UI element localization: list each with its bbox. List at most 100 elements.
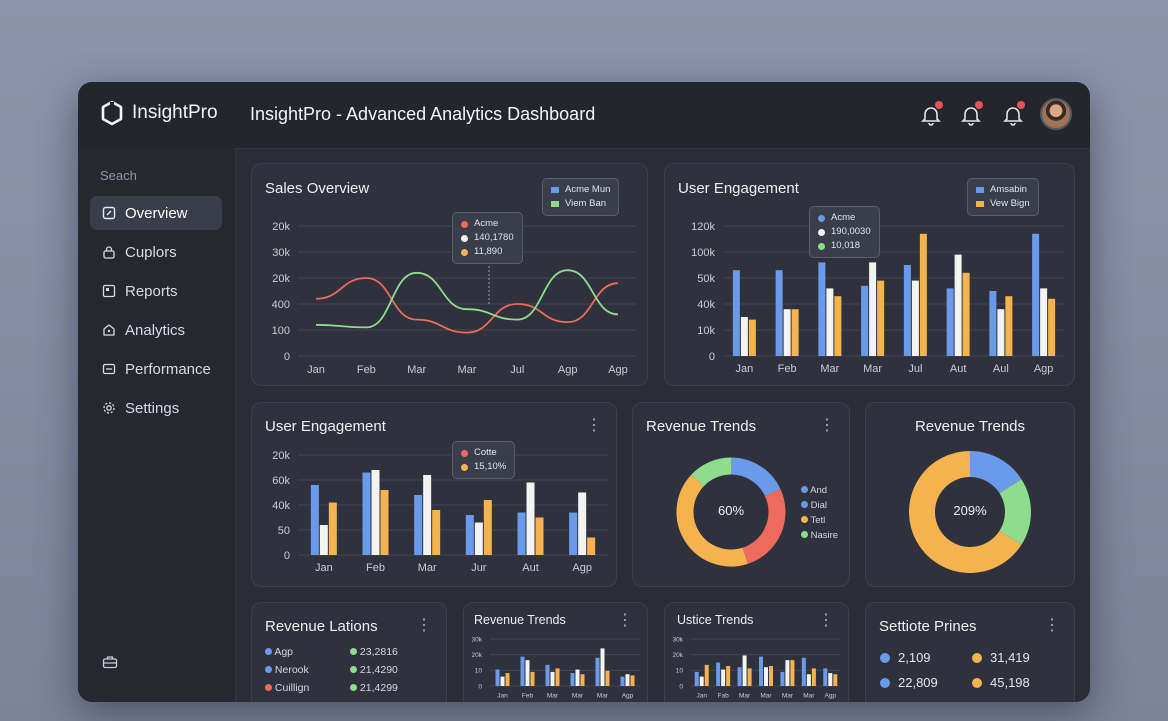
user-engagement-top-chart[interactable]: 0 10k 40k 50k 100k 120k Jan Feb Mar Mar Jul Aut Aul A… bbox=[665, 186, 1074, 386]
bar-orange bbox=[919, 233, 927, 356]
y-tick-label: 50 bbox=[278, 525, 290, 537]
lock-icon bbox=[103, 246, 115, 259]
stat-dot bbox=[972, 677, 982, 688]
tooltip-dot bbox=[461, 463, 468, 471]
logo[interactable]: InsightPro bbox=[100, 100, 218, 126]
gear-icon bbox=[103, 402, 115, 414]
bell-icon bbox=[961, 107, 981, 126]
sidebar-item-performance[interactable]: Performance bbox=[90, 352, 222, 386]
bar-white bbox=[500, 676, 505, 686]
legend-entry: Acme Mun bbox=[565, 184, 611, 195]
logo-text: InsightPro bbox=[132, 102, 218, 123]
sidebar-item-reports[interactable]: Reports bbox=[90, 274, 222, 308]
bar-white bbox=[550, 671, 555, 686]
more-options-icon[interactable]: ⋮ bbox=[1044, 617, 1060, 634]
ustice-trends-panel: Ustice Trends ⋮ 0 10 20k 30k Jan Fab Mar Mar Mar… bbox=[664, 602, 849, 702]
tooltip-text: 140,1780 bbox=[474, 232, 514, 243]
chart-tooltip: Acme 190,0030 10,018 bbox=[809, 206, 880, 258]
briefcase-icon bbox=[102, 656, 118, 669]
sidebar-item-analytics[interactable]: Analytics bbox=[90, 313, 222, 347]
x-tick-label: Aut bbox=[950, 363, 967, 375]
x-tick-label: Jan bbox=[307, 364, 325, 376]
bar-white bbox=[600, 648, 605, 686]
reports-icon bbox=[102, 284, 116, 298]
row-value: 21,4290 bbox=[359, 664, 398, 676]
notification-bell-3[interactable] bbox=[1002, 101, 1025, 126]
notification-bell-2[interactable] bbox=[960, 101, 983, 126]
series-line-green bbox=[315, 269, 619, 329]
legend-dot bbox=[265, 684, 272, 691]
bar-white bbox=[699, 676, 704, 686]
y-tick-label: 400 bbox=[272, 299, 290, 311]
x-tick-label: Mar bbox=[418, 562, 437, 574]
bar-white bbox=[740, 317, 748, 356]
bar-white bbox=[625, 674, 630, 686]
row-value: 21,4299 bbox=[359, 682, 398, 694]
ustice-trends-chart[interactable]: 0 10 20k 30k Jan Fab Mar Mar Mar Mar Agp bbox=[665, 631, 848, 702]
sidebar-footer-button[interactable] bbox=[102, 655, 118, 674]
notification-bell-1[interactable] bbox=[920, 101, 943, 126]
x-tick-label: Agp bbox=[824, 693, 836, 700]
bar-blue bbox=[823, 668, 828, 686]
sales-overview-chart[interactable]: 0 100 400 20k 30k 20k Jan Feb Mar Mar Jul Agp Agp bbox=[252, 186, 647, 386]
sidebar-item-overview[interactable]: Overview bbox=[90, 196, 222, 230]
bar-white bbox=[828, 673, 833, 686]
notification-badge bbox=[1017, 101, 1025, 109]
bar-white bbox=[911, 280, 919, 356]
bar-blue bbox=[759, 656, 763, 686]
bar-orange bbox=[555, 668, 560, 686]
donut-slice-green bbox=[999, 479, 1031, 545]
bell-icon bbox=[921, 107, 941, 126]
row-value: 23,2816 bbox=[359, 646, 398, 658]
notification-badge bbox=[935, 101, 943, 109]
tooltip-dot bbox=[461, 234, 468, 242]
y-tick-label: 0 bbox=[679, 683, 683, 690]
y-tick-label: 10 bbox=[475, 668, 483, 675]
revenue-trends-small-chart[interactable]: 0 10 20k 30k Jan Feb Mar Mar Mar Agp bbox=[464, 631, 647, 702]
bar-blue bbox=[903, 265, 911, 356]
chart-legend: Amsabin Vew Bign bbox=[967, 178, 1039, 216]
bar-white bbox=[371, 470, 380, 555]
y-tick-label: 30k bbox=[272, 247, 290, 259]
bar-white bbox=[764, 667, 768, 686]
bar-blue bbox=[775, 270, 783, 356]
legend-dot bbox=[801, 516, 808, 523]
bar-orange bbox=[630, 675, 635, 686]
x-tick-label: Jan bbox=[736, 363, 754, 375]
more-options-icon[interactable]: ⋮ bbox=[416, 617, 432, 634]
panel-title: Revenue Trends bbox=[914, 418, 1026, 435]
search-label[interactable]: Seach bbox=[100, 168, 137, 183]
revenue-trends-donut-chart-1[interactable] bbox=[666, 447, 796, 577]
row-label: Agp bbox=[274, 646, 294, 658]
legend-entry: Vew Bign bbox=[990, 198, 1030, 209]
bar-white bbox=[319, 525, 328, 555]
x-tick-label: Mar bbox=[407, 364, 426, 376]
bar-blue bbox=[818, 262, 826, 356]
x-tick-label: Feb bbox=[522, 693, 534, 700]
user-avatar[interactable] bbox=[1040, 98, 1072, 130]
bar-orange bbox=[530, 671, 535, 686]
more-options-icon[interactable]: ⋮ bbox=[617, 612, 633, 629]
sidebar-item-label: Overview bbox=[125, 204, 188, 222]
bar-blue bbox=[595, 657, 600, 686]
x-tick-label: Jur bbox=[471, 562, 487, 574]
top-bar: InsightPro InsightPro - Advanced Analyti… bbox=[78, 82, 1090, 149]
more-options-icon[interactable]: ⋮ bbox=[586, 417, 602, 434]
bar-blue bbox=[569, 512, 578, 555]
more-options-icon[interactable]: ⋮ bbox=[818, 612, 834, 629]
revenue-trends-donut-chart-2[interactable] bbox=[905, 447, 1035, 577]
user-engagement-mid-chart[interactable]: 0 50 40k 60k 20k Jan Feb Mar Jur Aut Agp bbox=[252, 437, 616, 587]
row-label: Nerook bbox=[274, 664, 309, 676]
tooltip-dot bbox=[461, 248, 468, 256]
panel-title: Settiote Prines bbox=[879, 618, 977, 635]
sidebar-item-settings[interactable]: Settings bbox=[90, 391, 222, 425]
bar-white bbox=[954, 254, 962, 356]
page-title: InsightPro - Advanced Analytics Dashboar… bbox=[250, 104, 596, 124]
y-tick-label: 120k bbox=[691, 221, 715, 233]
donut-slice-blue bbox=[969, 451, 1022, 494]
y-tick-label: 20k bbox=[272, 221, 290, 233]
sidebar-item-cuplors[interactable]: Cuplors bbox=[90, 235, 222, 269]
y-tick-label: 10k bbox=[697, 325, 715, 337]
more-options-icon[interactable]: ⋮ bbox=[819, 417, 835, 434]
bar-orange bbox=[535, 517, 544, 555]
